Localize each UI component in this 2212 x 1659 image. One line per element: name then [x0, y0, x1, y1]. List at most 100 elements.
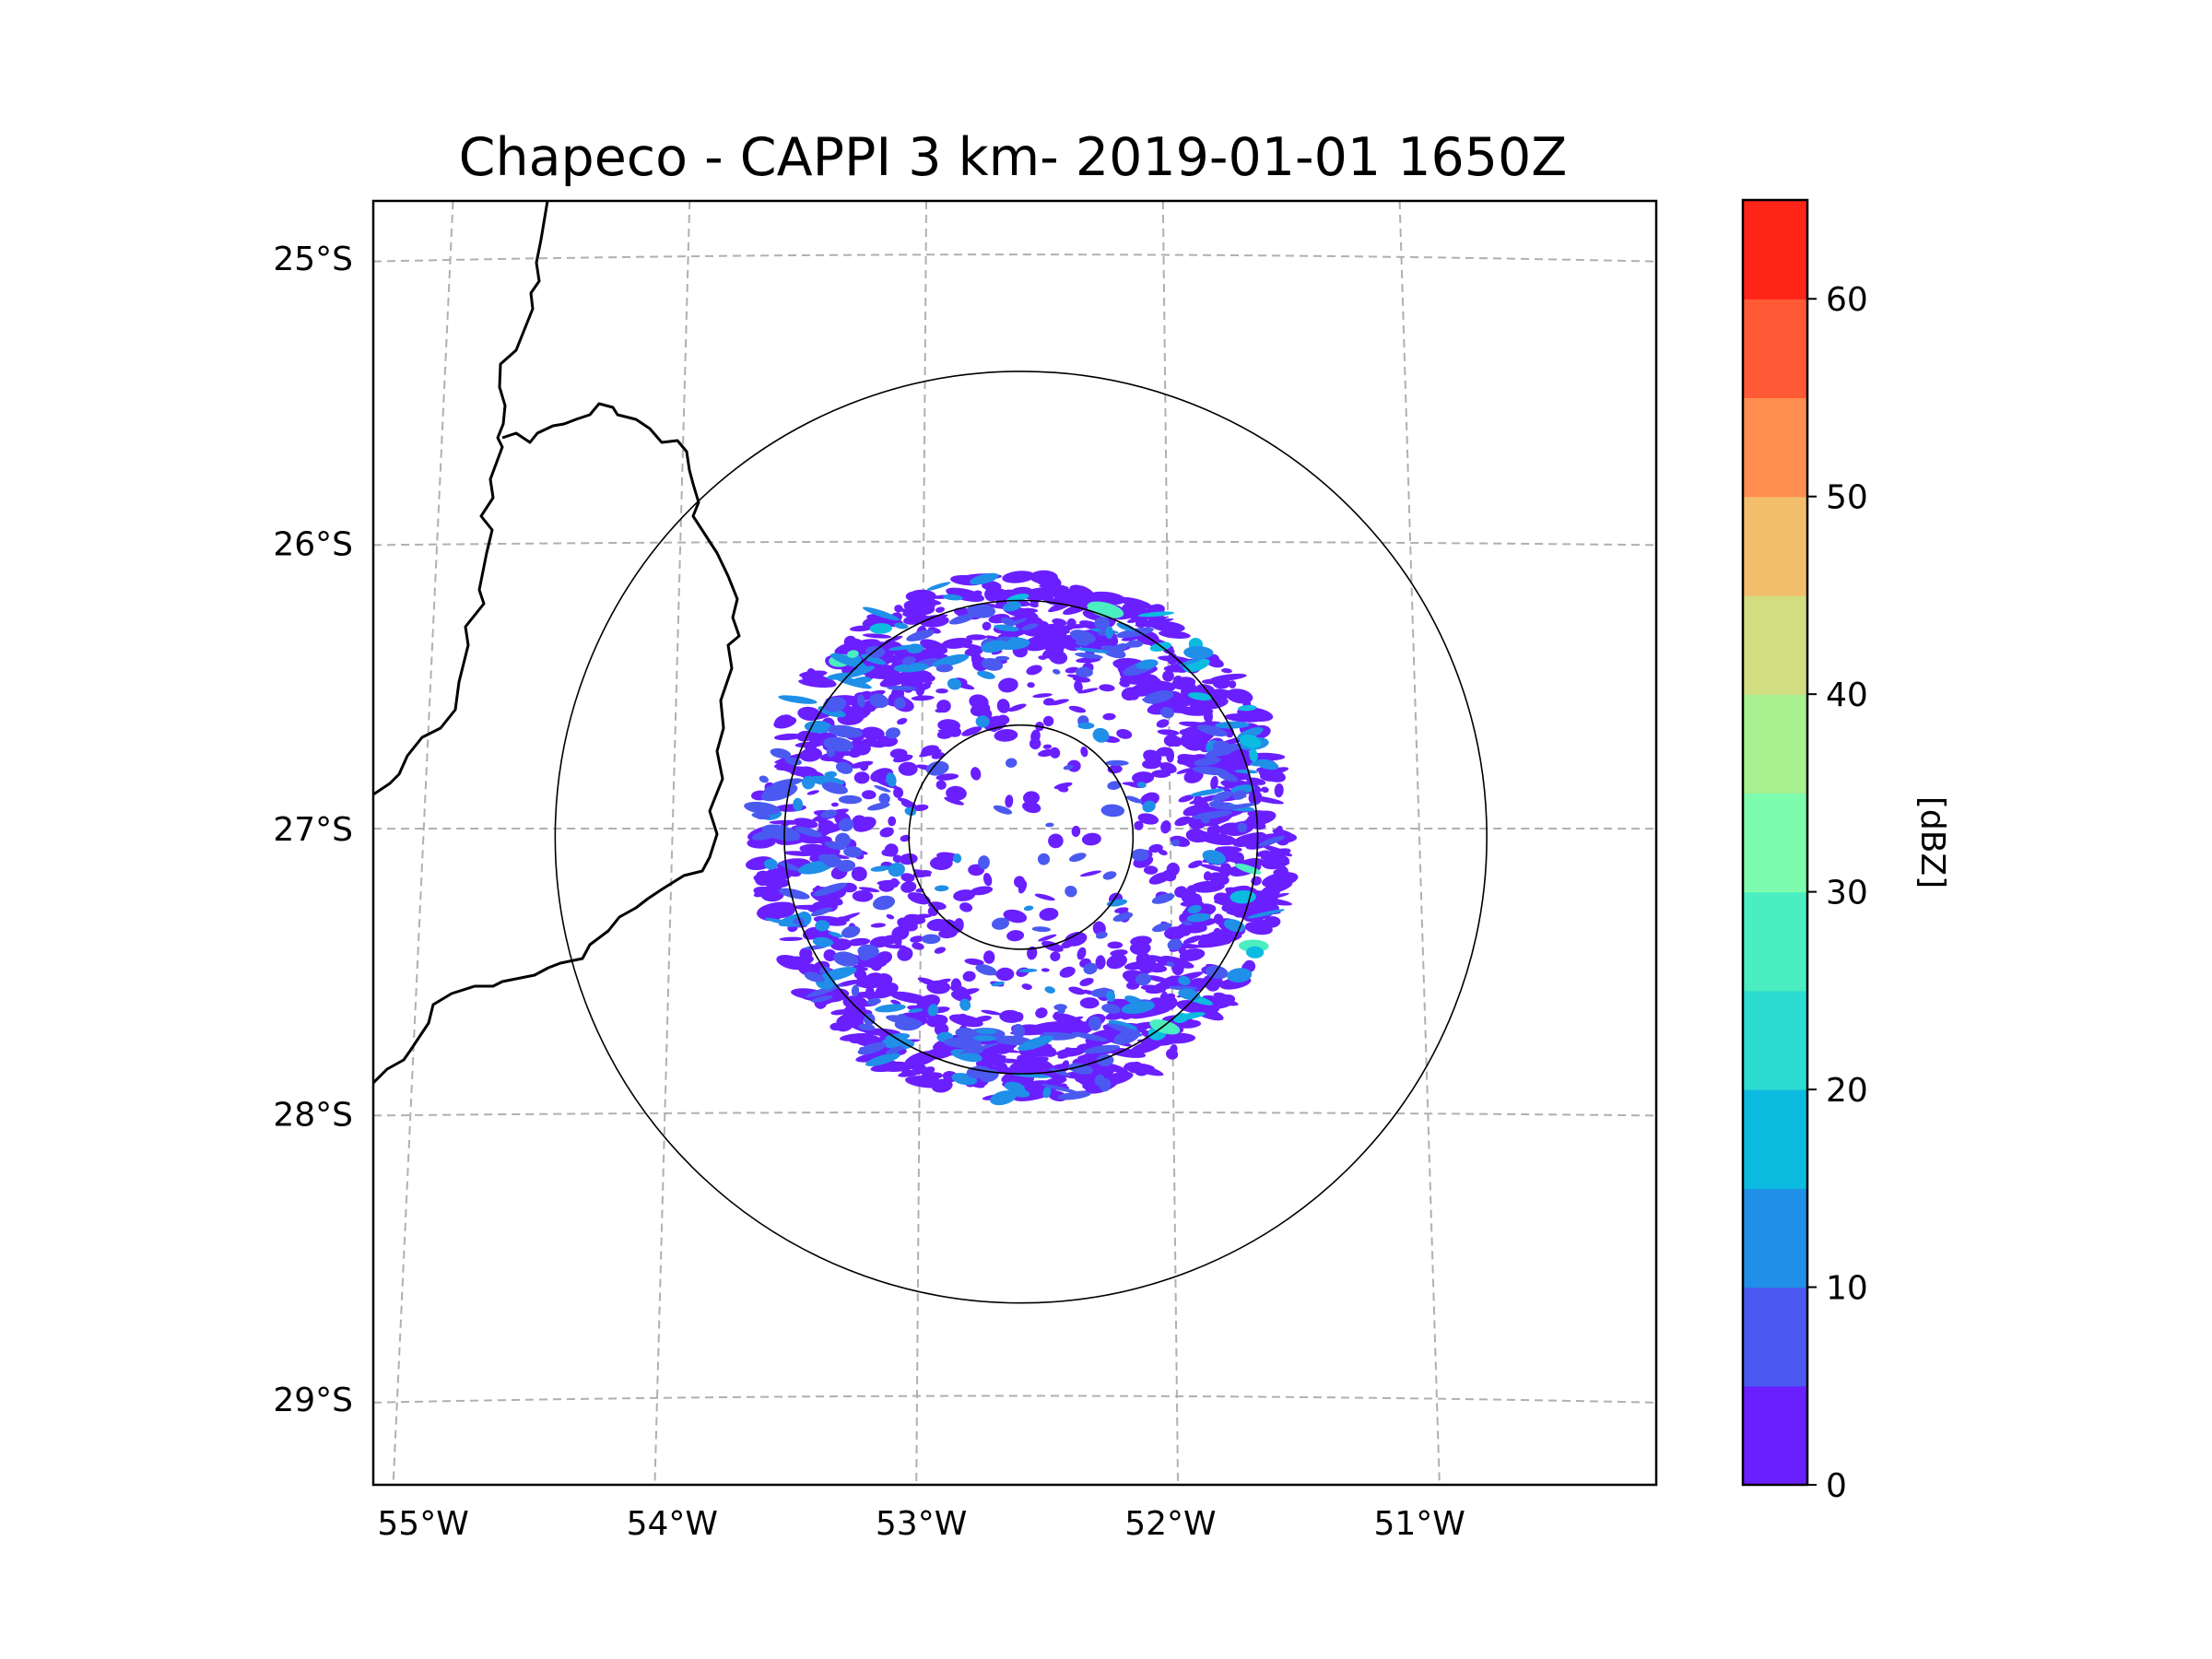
parallel-gridline	[373, 540, 1656, 547]
echo-cell	[786, 697, 807, 703]
echo-cell	[1105, 626, 1114, 640]
echo-cell	[862, 633, 892, 639]
echo-cell	[1108, 1019, 1138, 1030]
echo-cell	[1169, 1043, 1178, 1055]
echo-cell	[823, 948, 837, 962]
echo-cell	[1002, 571, 1035, 583]
echo-cell	[1157, 729, 1180, 735]
colorbar-segment	[1743, 1385, 1807, 1486]
echo-cell	[1022, 801, 1041, 814]
echo-cell	[892, 933, 902, 947]
echo-cell	[1031, 926, 1052, 933]
echo-cell	[1042, 715, 1054, 727]
echo-cell	[865, 1053, 900, 1066]
echo-cell	[973, 590, 982, 596]
echo-cell	[888, 862, 905, 877]
echo-cell	[1140, 984, 1163, 992]
echo-cell	[1107, 781, 1122, 790]
echo-cell	[1063, 764, 1074, 771]
state-border	[373, 402, 741, 1085]
echo-cell	[759, 775, 769, 783]
echo-cell	[1199, 864, 1240, 875]
echo-cell	[944, 796, 964, 806]
echo-cell	[912, 870, 932, 878]
echo-cell	[1087, 601, 1124, 618]
echo-cell	[1048, 833, 1064, 849]
echo-cell	[897, 718, 908, 725]
echo-cell	[1215, 721, 1250, 729]
echo-cell	[1162, 670, 1174, 682]
echo-cell	[961, 726, 982, 736]
echo-cell	[1159, 1032, 1196, 1044]
echo-cell	[890, 999, 901, 1006]
echo-cell	[1102, 871, 1117, 880]
echo-cell	[1221, 802, 1259, 810]
echo-cell	[1171, 1012, 1206, 1021]
echo-cell	[1161, 625, 1181, 635]
echo-cell	[1034, 628, 1074, 637]
echo-cell	[1077, 688, 1099, 694]
echo-cell	[1065, 1047, 1081, 1055]
echo-cell	[840, 958, 852, 962]
echo-cell	[853, 741, 871, 756]
echo-cell	[908, 1008, 924, 1013]
echo-cell	[1115, 627, 1154, 639]
echo-cell	[1079, 620, 1101, 630]
echo-cell	[1112, 912, 1134, 922]
echo-cell	[1026, 665, 1042, 676]
echo-cell	[900, 834, 911, 842]
echo-cell	[1121, 1001, 1155, 1015]
echo-cell	[1163, 734, 1180, 747]
echo-cell	[815, 920, 830, 932]
echo-cell	[991, 981, 1005, 987]
echo-cell	[1052, 618, 1067, 627]
echo-cell	[1182, 935, 1203, 945]
latitude-tick-label: 25°S	[273, 241, 353, 278]
echo-cell	[1172, 926, 1182, 942]
echo-cell	[1203, 709, 1213, 724]
echo-cell	[1107, 941, 1124, 949]
echo-cell	[847, 937, 871, 947]
colorbar-tick-label: 30	[1826, 875, 1868, 912]
echo-cell	[828, 724, 863, 738]
echo-cell	[1237, 822, 1248, 833]
echo-cell	[879, 673, 912, 688]
echo-cell	[806, 790, 819, 795]
echo-cell	[878, 793, 890, 805]
echo-cell	[793, 818, 818, 829]
echo-cell	[1116, 729, 1133, 739]
echo-cell	[1071, 1031, 1108, 1042]
echo-cell	[946, 587, 985, 603]
echo-cell	[1221, 668, 1232, 674]
echo-cell	[851, 984, 860, 997]
echo-cell	[993, 805, 1013, 815]
echo-cell	[1130, 935, 1152, 947]
echo-cell	[869, 623, 892, 634]
echo-cell	[996, 699, 1010, 713]
echo-cell	[886, 1046, 904, 1054]
echo-cell	[899, 853, 918, 865]
meridian-gridline	[1161, 201, 1180, 1485]
echo-cell	[852, 701, 877, 712]
echo-cell	[1208, 800, 1230, 810]
echo-cell	[1106, 899, 1128, 907]
echo-cell	[981, 640, 1007, 653]
map-plot-area	[373, 201, 1656, 1485]
echo-cell	[1206, 826, 1217, 836]
echo-cell	[995, 967, 1015, 982]
echo-cell	[994, 624, 1019, 632]
echo-cell	[1000, 618, 1015, 626]
echo-cell	[1075, 653, 1103, 659]
echo-cell	[1135, 972, 1152, 986]
echo-cell	[798, 679, 831, 688]
echo-cell	[1068, 705, 1087, 713]
echo-cell	[1099, 684, 1115, 692]
figure-title: Chapeco - CAPPI 3 km- 2019-01-01 1650Z	[459, 127, 1568, 188]
echo-cell	[806, 843, 819, 850]
echo-cell	[995, 655, 1010, 661]
echo-cell	[921, 745, 939, 756]
echo-cell	[935, 709, 944, 713]
echo-cell	[920, 639, 948, 654]
echo-cell	[948, 614, 975, 625]
